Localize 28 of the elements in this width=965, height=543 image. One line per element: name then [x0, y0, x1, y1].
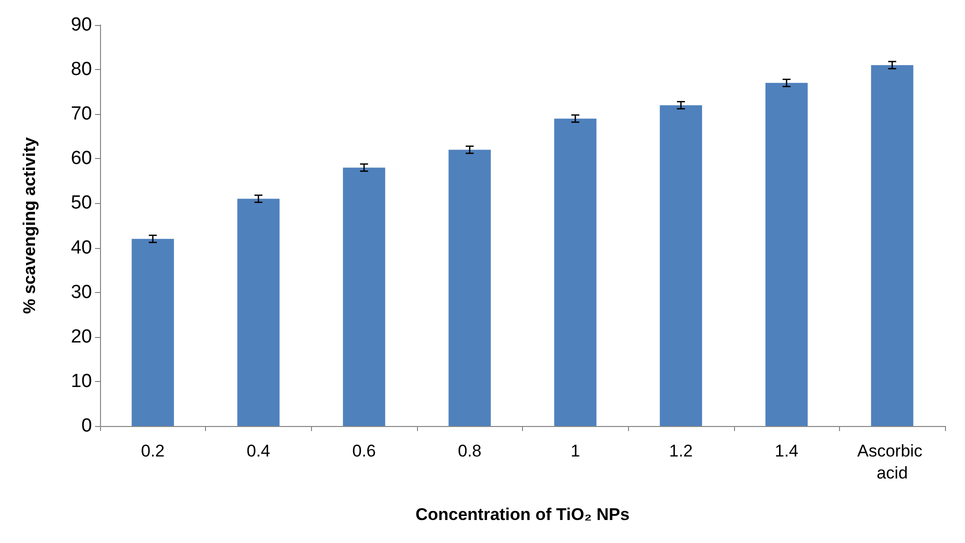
x-tick-label: 0.2 — [140, 442, 165, 460]
x-tick-label: 1.4 — [774, 442, 798, 460]
bar — [871, 65, 914, 426]
y-axis-title: % scavenging activity — [20, 136, 39, 314]
y-tick-label: 20 — [70, 326, 92, 348]
y-tick-label: 50 — [70, 192, 92, 214]
bar — [765, 82, 808, 426]
x-tick-label: 1 — [570, 442, 580, 460]
y-tick-label: 60 — [70, 148, 92, 170]
y-tick-label: 30 — [70, 282, 92, 303]
bar — [554, 118, 596, 426]
x-tick-label: 0.6 — [352, 442, 376, 460]
bar — [237, 198, 280, 426]
x-tick-label: 0.4 — [246, 442, 270, 460]
y-tick-label: 0 — [81, 416, 92, 436]
y-tick-label: 40 — [70, 237, 92, 258]
y-tick-label: 90 — [70, 14, 92, 36]
x-tick-label: 1.2 — [669, 442, 693, 460]
bar — [342, 168, 386, 426]
x-axis-title: Concentration of TiO₂ NPs — [415, 505, 630, 524]
x-tick-label: 0.8 — [458, 442, 482, 460]
y-tick-label: 10 — [70, 370, 92, 392]
x-tick-label: Ascorbic acid — [857, 442, 928, 482]
bar — [132, 238, 174, 426]
bar — [448, 150, 491, 426]
y-tick-label: 80 — [70, 59, 92, 80]
bar — [660, 105, 702, 426]
y-tick-label: 70 — [70, 104, 92, 125]
